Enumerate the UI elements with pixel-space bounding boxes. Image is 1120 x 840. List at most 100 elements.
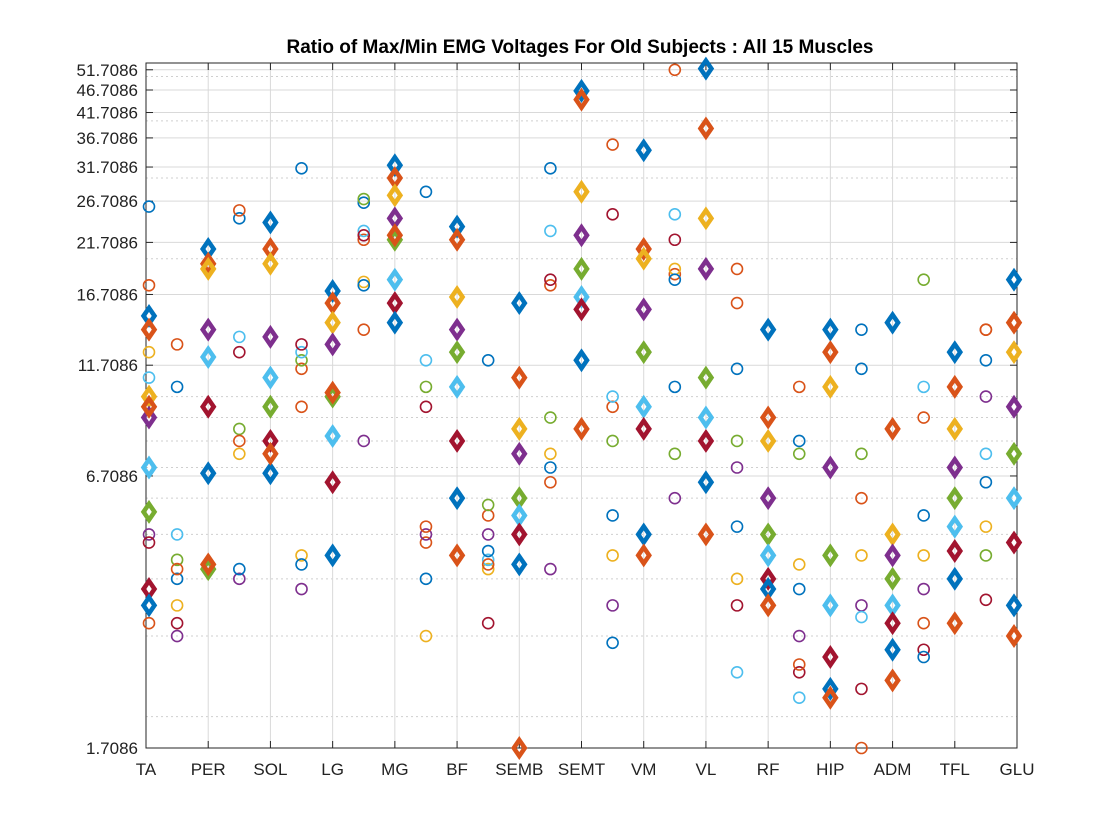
circle-marker — [668, 380, 682, 394]
circle-marker — [357, 228, 371, 242]
x-tick-label: GLU — [1000, 760, 1035, 779]
circle-marker — [792, 558, 806, 571]
x-tick-label: RF — [757, 760, 780, 779]
diamond-marker — [822, 685, 839, 710]
circle-marker — [855, 323, 868, 336]
diamond-marker — [946, 611, 964, 636]
circle-marker — [917, 411, 930, 424]
diamond-marker — [511, 365, 528, 390]
circle-marker — [295, 354, 308, 367]
circle-marker — [142, 345, 156, 359]
circle-marker — [170, 616, 184, 630]
diamond-marker — [199, 317, 217, 342]
circle-marker — [917, 509, 930, 522]
diamond-marker — [573, 223, 590, 248]
circle-marker — [544, 447, 557, 461]
circle-marker — [855, 447, 868, 461]
y-tick-label: 21.7086 — [77, 233, 138, 252]
diamond-marker — [199, 394, 217, 419]
circle-marker — [295, 338, 308, 351]
diamond-marker — [573, 179, 590, 204]
x-tick-label: SOL — [253, 760, 287, 779]
diamond-marker — [946, 514, 964, 539]
circle-marker — [295, 162, 308, 175]
circle-marker — [917, 582, 930, 596]
x-tick-label: TA — [136, 760, 157, 779]
diamond-marker — [140, 317, 158, 342]
x-tick-label: BF — [446, 760, 468, 779]
y-tick-label: 6.7086 — [86, 467, 138, 486]
circle-marker — [730, 665, 744, 679]
circle-marker — [606, 138, 619, 151]
circle-marker — [481, 354, 495, 367]
diamond-marker — [386, 223, 404, 248]
circle-marker — [730, 599, 744, 612]
diamond-marker — [1005, 441, 1023, 466]
circle-marker — [855, 741, 868, 755]
diamond-marker — [697, 116, 715, 141]
circle-marker — [233, 422, 246, 436]
circle-marker — [792, 434, 806, 448]
circle-marker — [792, 447, 806, 461]
y-tick-label: 26.7086 — [77, 192, 138, 211]
circle-marker — [481, 616, 495, 630]
diamond-marker — [573, 416, 590, 441]
diamond-marker — [199, 256, 217, 281]
diamond-marker — [635, 543, 652, 568]
circle-marker — [606, 390, 619, 403]
diamond-marker — [946, 340, 964, 365]
diamond-marker — [884, 637, 901, 662]
circle-marker — [544, 475, 557, 489]
x-tick-label: TFL — [940, 760, 970, 779]
diamond-marker — [822, 645, 839, 669]
diamond-marker — [697, 256, 715, 281]
diamond-marker — [946, 486, 964, 511]
diamond-marker — [759, 593, 777, 618]
diamond-marker — [635, 297, 652, 322]
diamond-marker — [199, 345, 217, 369]
circle-marker — [233, 434, 246, 448]
circle-marker — [668, 233, 682, 247]
diamond-marker — [884, 522, 901, 547]
chart-title: Ratio of Max/Min EMG Voltages For Old Su… — [287, 37, 874, 58]
diamond-marker — [262, 461, 279, 486]
diamond-marker — [386, 310, 404, 335]
diamond-marker — [822, 543, 839, 568]
circle-marker — [917, 549, 930, 562]
diamond-marker — [448, 486, 466, 511]
diamond-marker — [635, 237, 652, 261]
circle-marker — [792, 380, 806, 394]
diamond-marker — [262, 324, 279, 349]
diamond-marker — [448, 317, 466, 342]
circle-marker — [544, 411, 557, 424]
circle-marker — [668, 491, 682, 505]
diamond-marker — [697, 428, 715, 453]
diamond-marker — [946, 539, 964, 563]
diamond-marker — [635, 246, 652, 271]
diamond-marker — [1005, 394, 1023, 419]
circle-marker — [730, 362, 744, 376]
circle-marker — [481, 498, 495, 512]
diamond-marker — [1005, 624, 1023, 649]
y-tick-label: 11.7086 — [78, 356, 138, 375]
circle-marker — [233, 447, 246, 461]
diamond-marker — [759, 566, 777, 591]
diamond-marker — [1005, 593, 1023, 618]
diamond-marker — [448, 284, 466, 309]
diamond-marker — [324, 424, 341, 449]
circle-marker — [544, 162, 557, 175]
circle-marker — [481, 558, 495, 571]
x-tick-label: MG — [381, 760, 408, 779]
diamond-marker — [140, 384, 158, 409]
circle-marker — [917, 616, 930, 630]
circle-marker — [979, 549, 993, 562]
circle-marker — [481, 544, 495, 558]
circle-marker — [142, 616, 156, 630]
circle-marker — [668, 267, 682, 281]
diamond-marker — [511, 416, 528, 441]
x-tick-label: HIP — [816, 760, 844, 779]
circle-marker — [419, 572, 433, 586]
diamond-marker — [448, 428, 466, 453]
circle-marker — [170, 528, 184, 541]
diamond-marker — [573, 348, 590, 373]
